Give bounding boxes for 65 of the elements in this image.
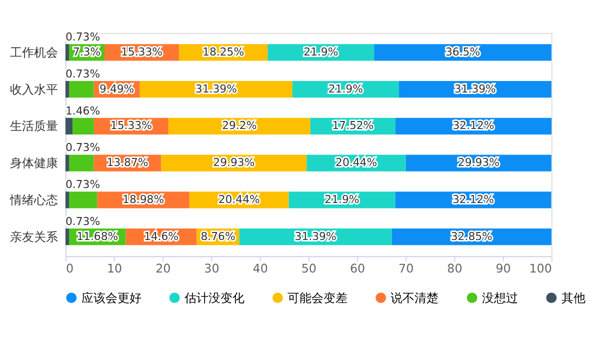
x-tick-label: 70 <box>398 262 414 276</box>
legend-label: 估计没变化 <box>183 290 244 305</box>
data-label: 21.9% <box>324 192 360 206</box>
x-tick-label: 40 <box>252 262 268 276</box>
data-label: 32.85% <box>450 230 492 243</box>
data-label: 29.2% <box>222 119 257 132</box>
x-tick-label: 90 <box>496 262 511 276</box>
data-label: 18.98% <box>122 192 164 206</box>
x-tick-label: 10 <box>106 262 122 276</box>
bar <box>65 192 69 208</box>
data-label: 13.87% <box>106 156 148 170</box>
data-label: 31.39% <box>454 82 496 96</box>
data-label: 18.25% <box>202 45 244 58</box>
y-tick-label: 亲友关系 <box>10 230 58 244</box>
data-label: 1.46% <box>65 104 100 118</box>
y-tick-label: 情绪心态 <box>9 192 58 207</box>
data-label: 29.93% <box>458 156 500 170</box>
x-tick-label: 20 <box>156 262 171 276</box>
data-label: 11.68% <box>76 230 118 243</box>
bar <box>69 80 94 98</box>
data-label: 31.39% <box>195 82 237 96</box>
data-label: 9.49% <box>100 82 134 96</box>
data-label: 17.52% <box>332 119 374 132</box>
data-label: 21.9% <box>328 82 363 96</box>
data-label: 15.33% <box>120 45 162 58</box>
data-label: 14.6% <box>144 230 179 243</box>
data-label: 0.73% <box>65 141 100 154</box>
x-tick-label: 60 <box>350 262 366 276</box>
y-tick-label: 收入水平 <box>10 82 58 96</box>
legend-label: 没想过 <box>482 290 518 305</box>
bar <box>72 118 94 134</box>
bar <box>65 228 69 246</box>
legend-label: 应该会更好 <box>81 290 142 305</box>
data-label: 32.12% <box>452 119 494 132</box>
data-label: 0.73% <box>65 178 100 192</box>
legend-label: 其他 <box>561 290 586 305</box>
data-label: 15.33% <box>110 119 152 132</box>
data-label: 31.39% <box>294 230 336 243</box>
data-label: 8.76% <box>200 230 236 243</box>
data-label: 36.5% <box>445 45 480 58</box>
data-label: 21.9% <box>304 45 338 58</box>
y-tick-label: 生活质量 <box>10 119 58 134</box>
x-tick-label: 0 <box>66 262 74 276</box>
x-tick-label: 80 <box>447 262 462 276</box>
y-tick-label: 身体健康 <box>10 156 58 170</box>
data-label: 0.73% <box>65 214 100 228</box>
bar <box>65 154 69 172</box>
data-label: 29.93% <box>213 156 255 170</box>
data-label: 32.12% <box>452 192 494 206</box>
y-tick-label: 工作机会 <box>10 45 58 60</box>
legend-label: 说不清楚 <box>390 290 439 305</box>
data-label: 20.44% <box>218 192 260 206</box>
bar <box>69 154 94 172</box>
bar <box>65 44 69 61</box>
data-label: 20.44% <box>336 156 378 170</box>
bar <box>65 118 73 134</box>
bar <box>69 192 98 208</box>
x-tick-label: 50 <box>301 262 316 276</box>
data-label: 0.73% <box>65 67 100 80</box>
data-label: 7.3% <box>72 45 101 58</box>
data-label: 0.73% <box>65 30 100 44</box>
x-tick-label: 30 <box>204 262 220 276</box>
legend-label: 可能会变差 <box>288 290 348 305</box>
x-tick-label: 100 <box>529 262 552 276</box>
bar <box>65 80 69 98</box>
